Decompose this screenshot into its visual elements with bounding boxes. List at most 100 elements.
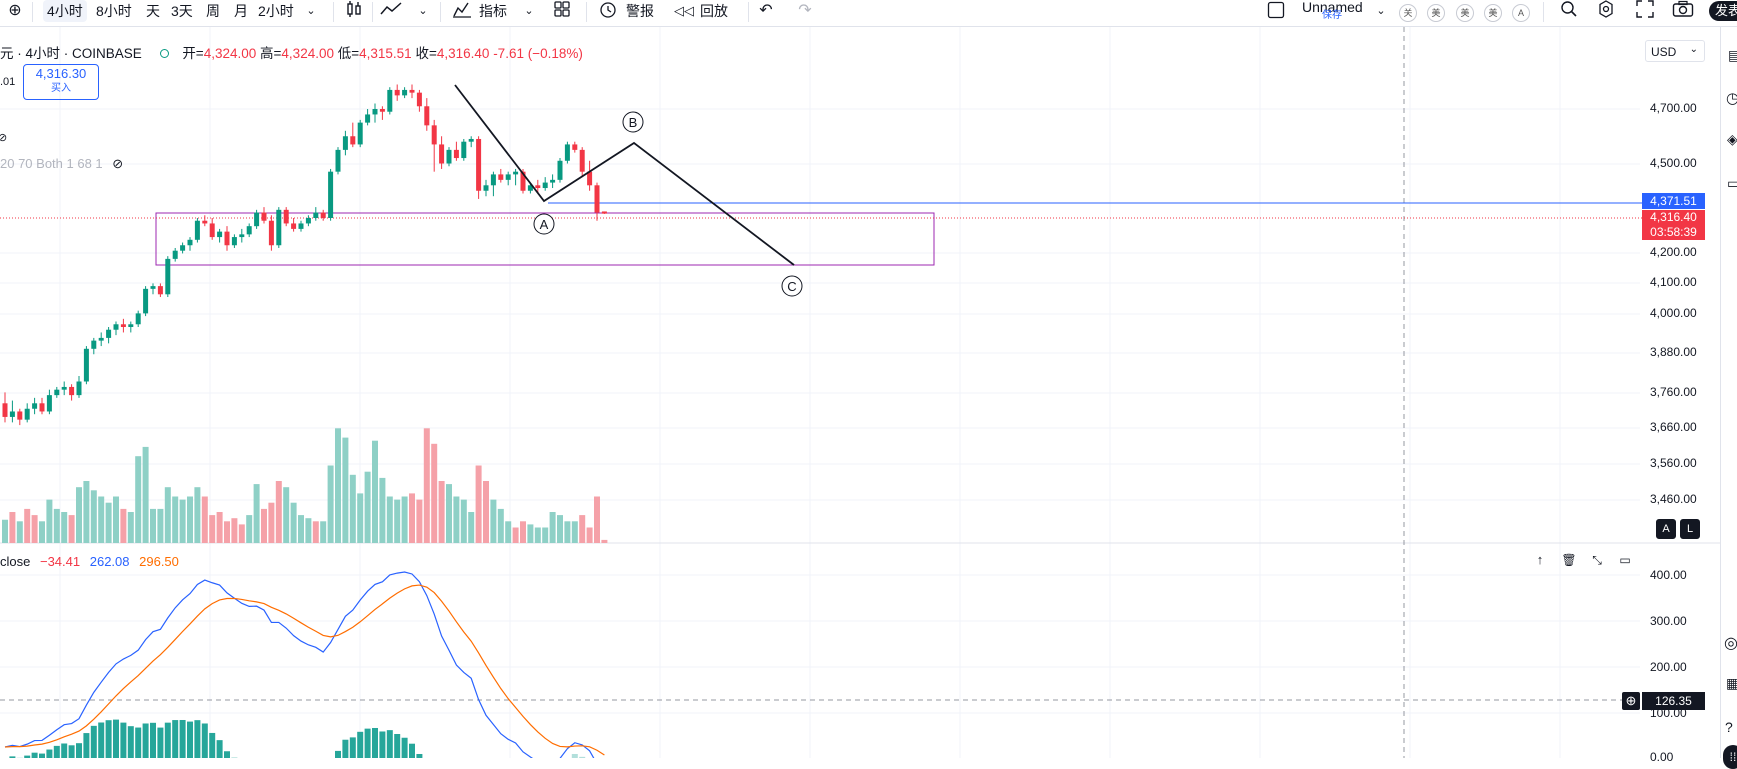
interval-3d[interactable]: 3天 [171,0,193,22]
add-symbol-icon[interactable]: ⊕ [4,0,26,22]
divider [372,2,373,22]
session-badge[interactable]: 美 [1484,4,1502,22]
histogram-bar [61,743,67,758]
circle-icon[interactable]: ◎ [1724,633,1737,653]
volume-bar [261,509,267,543]
price-axis-label: 3,880.00 [1650,345,1697,359]
volume-bar [39,521,45,543]
chat-icon[interactable]: ▭ [1727,175,1737,192]
histogram-bar [46,750,52,758]
layout-grid-icon[interactable] [551,0,573,25]
interval-2h[interactable]: 2小时 [258,0,294,22]
volume-bar [224,521,230,543]
currency-select[interactable]: USD ⌄ [1645,40,1705,62]
volume-bar [328,466,334,544]
candle-body [558,161,563,180]
session-badge[interactable]: A [1512,4,1530,22]
histogram-value: −34.41 [40,554,80,569]
candle-body [498,174,503,179]
alert-button[interactable]: 警报 [626,0,654,22]
session-badge[interactable]: 关 [1399,4,1417,22]
volume-bar [24,509,30,543]
line-chart-icon[interactable] [378,0,404,25]
volume-bar [76,487,82,543]
interval-4h[interactable]: 4小时 [43,0,87,22]
search-icon[interactable] [1558,0,1580,25]
log-scale-button[interactable]: L [1680,519,1700,539]
alert-clock-icon[interactable] [597,0,619,25]
interval-1m[interactable]: 月 [234,0,248,22]
candle-body [602,211,607,213]
hidden-eye-icon[interactable]: ⊘ [112,156,123,171]
volume-bar [135,456,141,543]
indicator-legend[interactable]: 20 70 Both 1 68 1 ⊘ [0,156,123,172]
undo-icon[interactable]: ↶ [755,0,777,22]
replay-button[interactable]: 回放 [700,0,728,22]
candlestick-type-icon[interactable] [342,0,366,25]
chevron-down-icon[interactable]: ⌄ [304,0,318,22]
histogram-bar [365,729,371,758]
delete-trash-icon[interactable]: 🗑 [1560,551,1578,569]
eye-icon[interactable]: ⊘ [0,131,7,144]
add-indicator-icon[interactable]: ⊕ [1622,692,1640,710]
settings-gear-icon[interactable] [1595,0,1617,25]
volume-bar [17,521,23,543]
interval-8h[interactable]: 8小时 [96,0,132,22]
grid-dots-icon[interactable]: ⁞⁞ [1723,745,1737,769]
candle-body [180,245,185,250]
volume-bar [298,515,304,543]
alerts-clock-icon[interactable]: ◷ [1726,89,1737,107]
interval-1d[interactable]: 天 [146,0,160,22]
candle-body [328,172,333,218]
histogram-bar [106,720,112,758]
candle-body [77,382,82,396]
chevron-down-icon[interactable]: ⌄ [1374,0,1388,22]
candle-body [373,109,378,114]
chevron-down-icon[interactable]: ⌄ [522,0,536,22]
chevron-down-icon[interactable]: ⌄ [416,0,430,22]
volume-bar [9,512,15,543]
interval-1w[interactable]: 周 [206,0,220,22]
candle-body [69,387,74,395]
histogram-bar [83,733,89,758]
histogram-bar [39,754,45,758]
candle-body [84,349,89,382]
publish-button[interactable]: 发表 [1709,1,1737,21]
volume-bar [276,481,282,543]
layers-icon[interactable]: ◈ [1727,131,1737,148]
candle-body [10,411,15,416]
price-chart[interactable]: A B C [0,27,1720,758]
histogram-bar [350,737,356,758]
candlesticks [3,84,607,425]
candle-body [491,174,496,185]
volume-bar [180,500,186,543]
more-options-icon[interactable]: ▭ [1616,551,1634,569]
auto-scale-button[interactable]: A [1656,519,1676,539]
buy-button[interactable]: 4,316.30 买入 [23,64,99,100]
candle-body [99,338,104,341]
session-badge[interactable]: 美 [1427,4,1445,22]
collapse-icon[interactable]: ⤡ [1588,551,1606,569]
candle-body [306,218,311,223]
histogram-bar [387,730,393,758]
camera-icon[interactable] [1671,0,1695,25]
calendar-icon[interactable]: ▦ [1726,675,1737,692]
session-badge[interactable]: 美 [1456,4,1474,22]
volume-bar [46,500,52,543]
volume-bar [291,503,297,543]
replay-icon[interactable]: ◁◁ [673,0,695,22]
volume-bar [557,515,563,543]
indicators-button[interactable]: 指标 [479,0,507,22]
move-up-icon[interactable]: ↑ [1531,551,1549,569]
watchlist-icon[interactable]: ▤ [1728,47,1737,64]
histogram-bar [187,722,193,758]
histogram-bar [113,720,119,758]
indicators-icon[interactable] [451,0,473,25]
symbol-title[interactable]: 元 · 4小时 · COINBASE [0,46,142,61]
candle-body [572,144,577,149]
help-icon[interactable]: ? [1725,719,1733,735]
fullscreen-icon[interactable] [1634,0,1656,25]
redo-icon[interactable]: ↷ [794,0,816,22]
layout-checkbox-icon[interactable] [1266,1,1286,26]
bar-countdown: 03:58:39 [1642,225,1705,239]
